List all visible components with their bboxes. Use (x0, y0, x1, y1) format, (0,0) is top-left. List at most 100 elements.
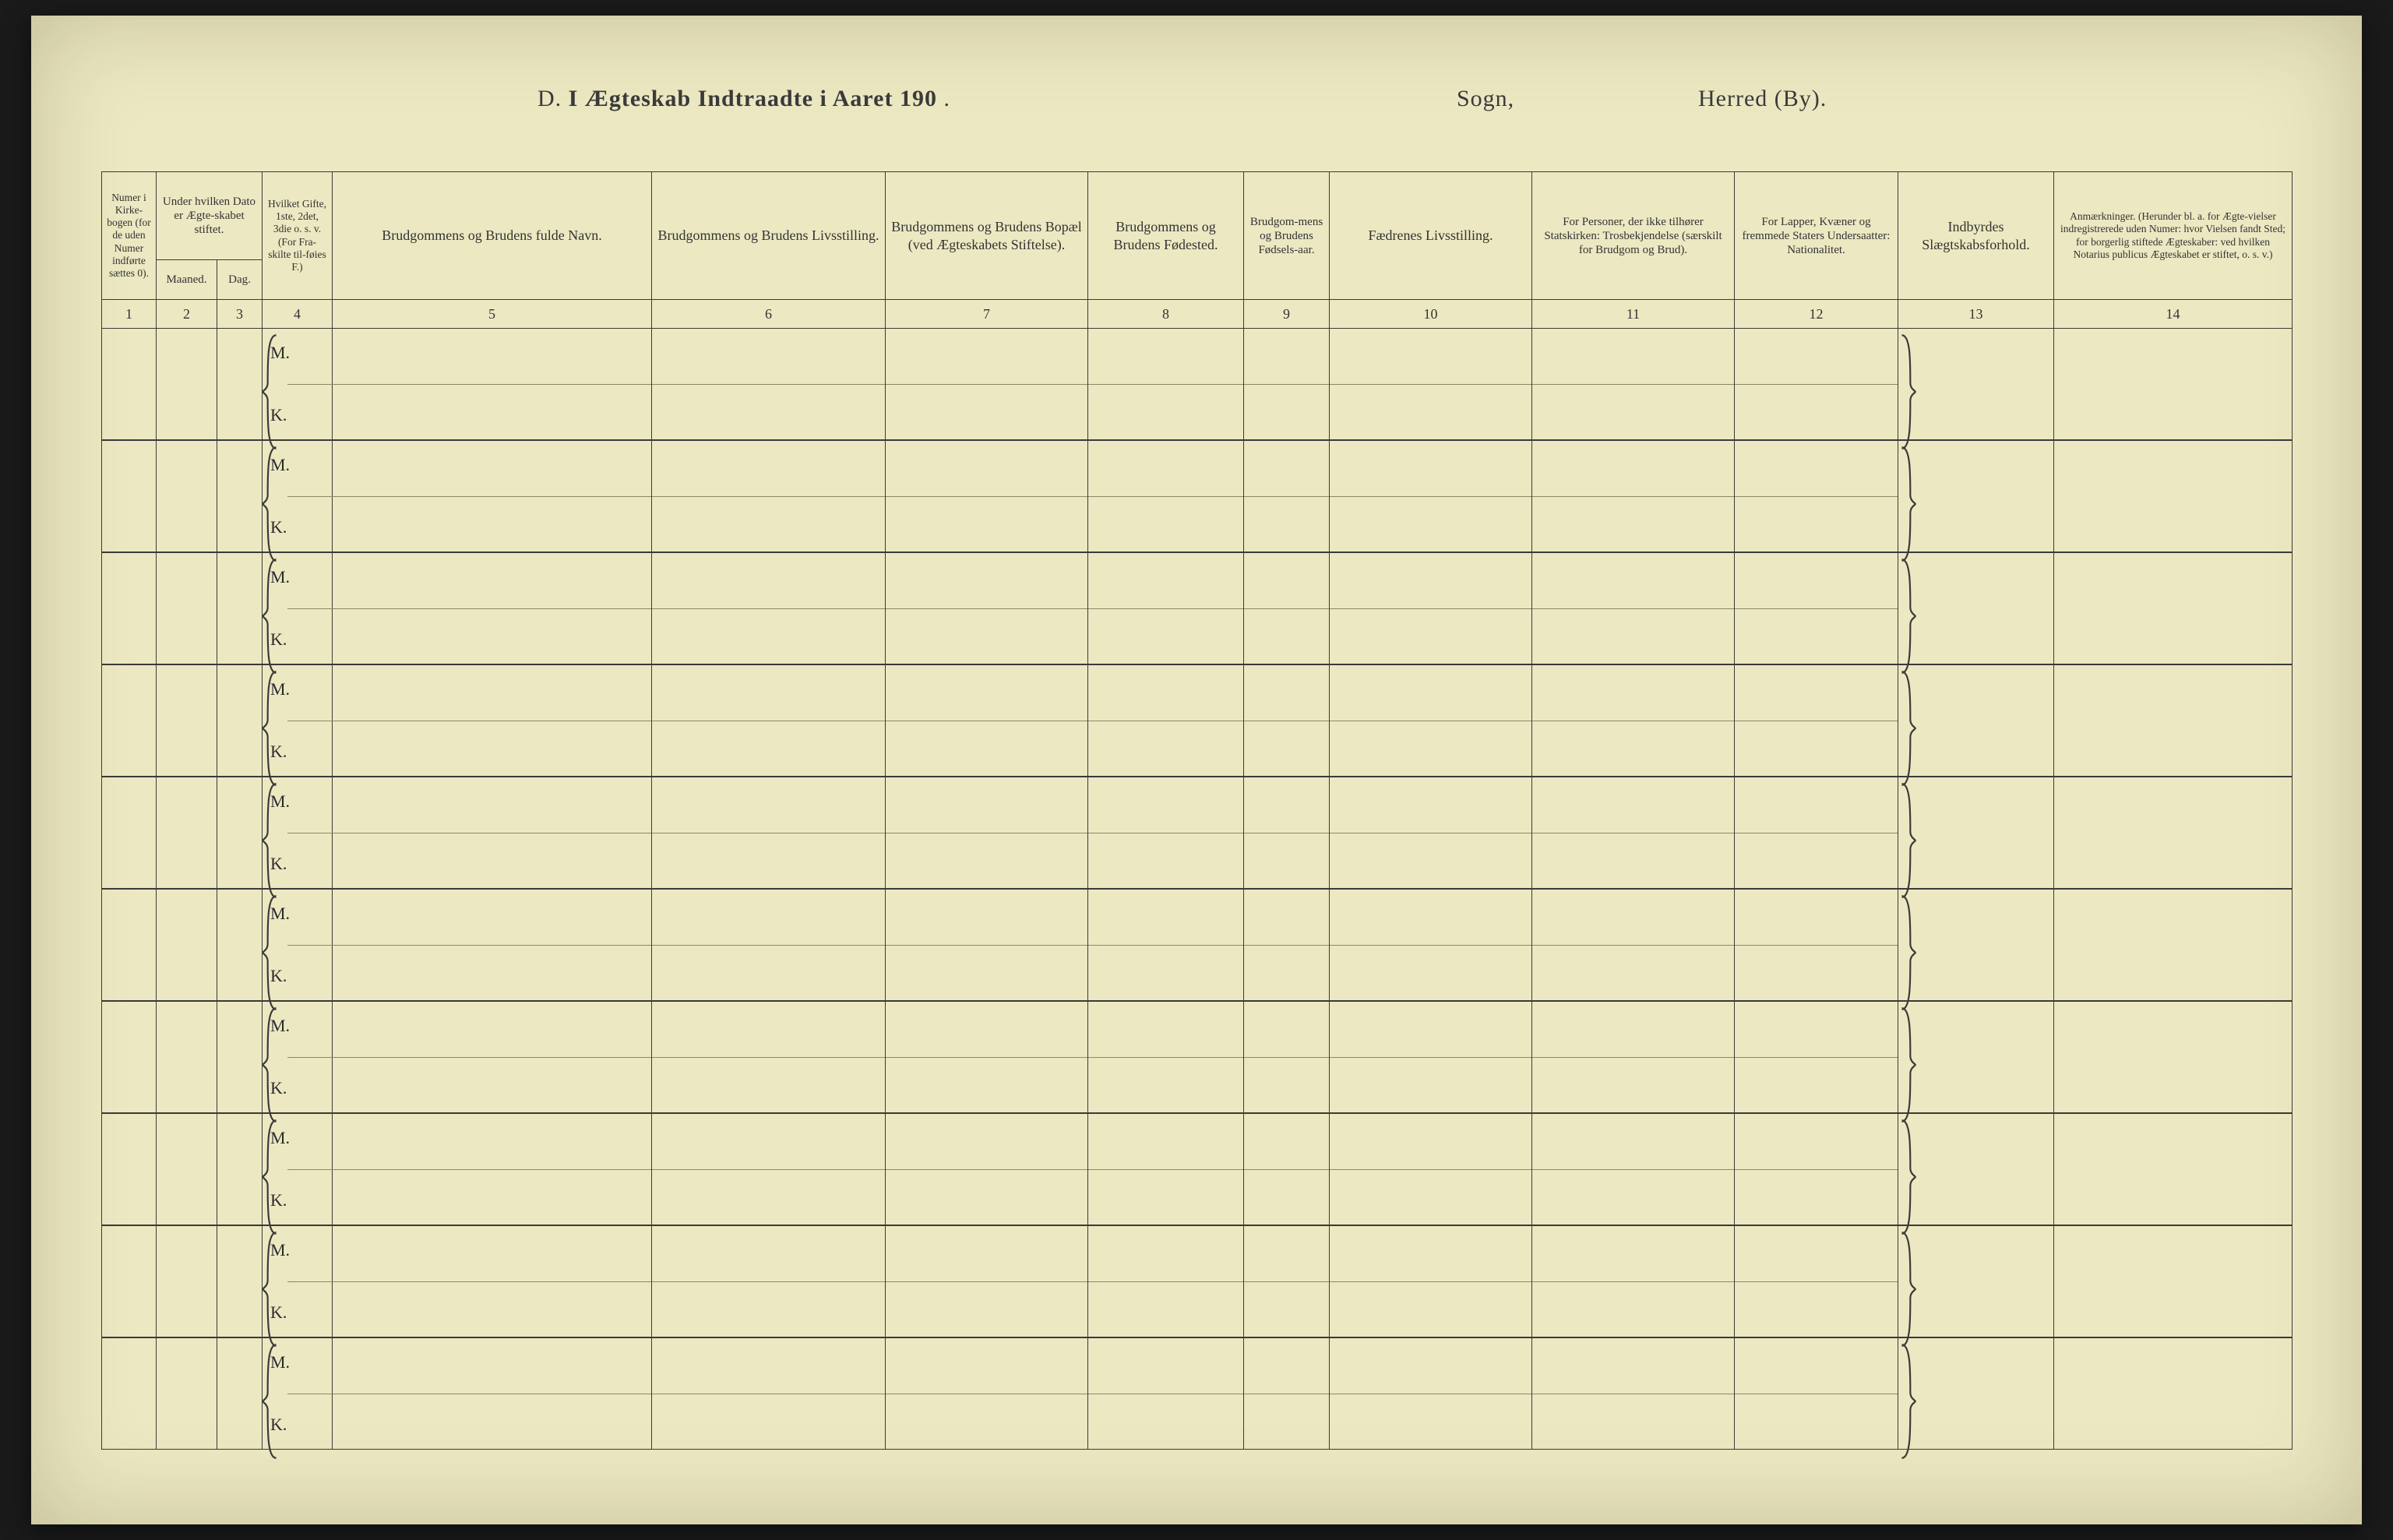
cell (1735, 889, 1898, 1001)
cell (1088, 889, 1244, 1001)
table-row: M.K. (102, 1113, 2293, 1225)
cell: M.K. (263, 329, 333, 441)
cell (652, 552, 886, 664)
cell (1244, 552, 1330, 664)
cell (1330, 440, 1532, 552)
cell (886, 1001, 1088, 1113)
half-rule (1244, 1169, 1329, 1170)
register-table-wrap: Numer i Kirke-bogen (for de uden Numer i… (101, 171, 2292, 1450)
cell (1898, 329, 2054, 441)
cell (1088, 777, 1244, 889)
rel-cell (1898, 1226, 2053, 1337)
half-rule (333, 496, 651, 497)
col-header-5: Brudgommens og Brudens fulde Navn. (333, 172, 652, 300)
col-header-1: Numer i Kirke-bogen (for de uden Numer i… (102, 172, 157, 300)
cell (1330, 329, 1532, 441)
col-header-10: Fædrenes Livsstilling. (1330, 172, 1532, 300)
cell (157, 1113, 217, 1225)
cell (157, 329, 217, 441)
curly-brace-left-icon (261, 446, 281, 562)
col-header-2-3-group: Under hvilken Dato er Ægte-skabet stifte… (157, 172, 263, 260)
half-rule (652, 1169, 885, 1170)
col-header-12: For Lapper, Kvæner og fremmede Staters U… (1735, 172, 1898, 300)
curly-brace-left-icon (261, 333, 281, 450)
cell: M.K. (263, 440, 333, 552)
cell (886, 329, 1088, 441)
cell (652, 1337, 886, 1450)
half-rule (1330, 384, 1531, 385)
cell (157, 664, 217, 777)
curly-brace-left-icon (261, 558, 281, 675)
cell (1735, 1337, 1898, 1450)
rel-cell (1898, 890, 2053, 1000)
cell (157, 440, 217, 552)
curly-brace-left-icon (261, 782, 281, 899)
half-rule (1244, 945, 1329, 946)
cell (1244, 1113, 1330, 1225)
half-rule (1735, 1281, 1898, 1282)
half-rule (1088, 1281, 1243, 1282)
cell (1088, 1001, 1244, 1113)
cell (652, 1001, 886, 1113)
mk-cell: M.K. (263, 890, 332, 1000)
table-row: M.K. (102, 777, 2293, 889)
cell (157, 777, 217, 889)
cell (217, 1225, 263, 1337)
half-rule (1088, 384, 1243, 385)
cell (157, 1337, 217, 1450)
cell (1898, 1113, 2054, 1225)
curly-brace-right-icon (1897, 333, 1917, 450)
cell (1735, 1113, 1898, 1225)
table-row: M.K. (102, 440, 2293, 552)
cell (2054, 329, 2293, 441)
mk-mid-rule (287, 384, 333, 385)
cell (2054, 1225, 2293, 1337)
cell (1898, 777, 2054, 889)
cell (1532, 1113, 1735, 1225)
cell (1898, 552, 2054, 664)
cell (886, 552, 1088, 664)
cell (217, 1001, 263, 1113)
mk-cell: M.K. (263, 441, 332, 552)
curly-brace-right-icon (1897, 1343, 1917, 1460)
rel-cell (1898, 441, 2053, 552)
cell: M.K. (263, 1001, 333, 1113)
cell (1532, 777, 1735, 889)
half-rule (1330, 1281, 1531, 1282)
rel-cell (1898, 553, 2053, 664)
half-rule (1088, 1169, 1243, 1170)
cell (2054, 440, 2293, 552)
cell (1532, 1225, 1735, 1337)
cell (102, 1113, 157, 1225)
half-rule (652, 496, 885, 497)
cell (1898, 1225, 2054, 1337)
mk-cell: M.K. (263, 1338, 332, 1449)
cell (652, 440, 886, 552)
cell (886, 889, 1088, 1001)
cell (217, 440, 263, 552)
cell (102, 889, 157, 1001)
col-num-5: 5 (333, 300, 652, 329)
half-rule (1735, 945, 1898, 946)
cell (102, 1337, 157, 1450)
cell (886, 1113, 1088, 1225)
cell (2054, 1337, 2293, 1450)
cell: M.K. (263, 1113, 333, 1225)
cell (333, 1113, 652, 1225)
cell (1532, 440, 1735, 552)
title-year-dot: . (943, 86, 950, 111)
cell (217, 889, 263, 1001)
cell (102, 1225, 157, 1337)
cell (1735, 440, 1898, 552)
cell (333, 889, 652, 1001)
cell (2054, 1113, 2293, 1225)
table-row: M.K. (102, 1337, 2293, 1450)
cell (1330, 777, 1532, 889)
curly-brace-right-icon (1897, 446, 1917, 562)
rel-cell (1898, 329, 2053, 439)
half-rule (652, 384, 885, 385)
cell: M.K. (263, 1337, 333, 1450)
half-rule (1330, 1169, 1531, 1170)
cell (102, 440, 157, 552)
cell (1088, 552, 1244, 664)
